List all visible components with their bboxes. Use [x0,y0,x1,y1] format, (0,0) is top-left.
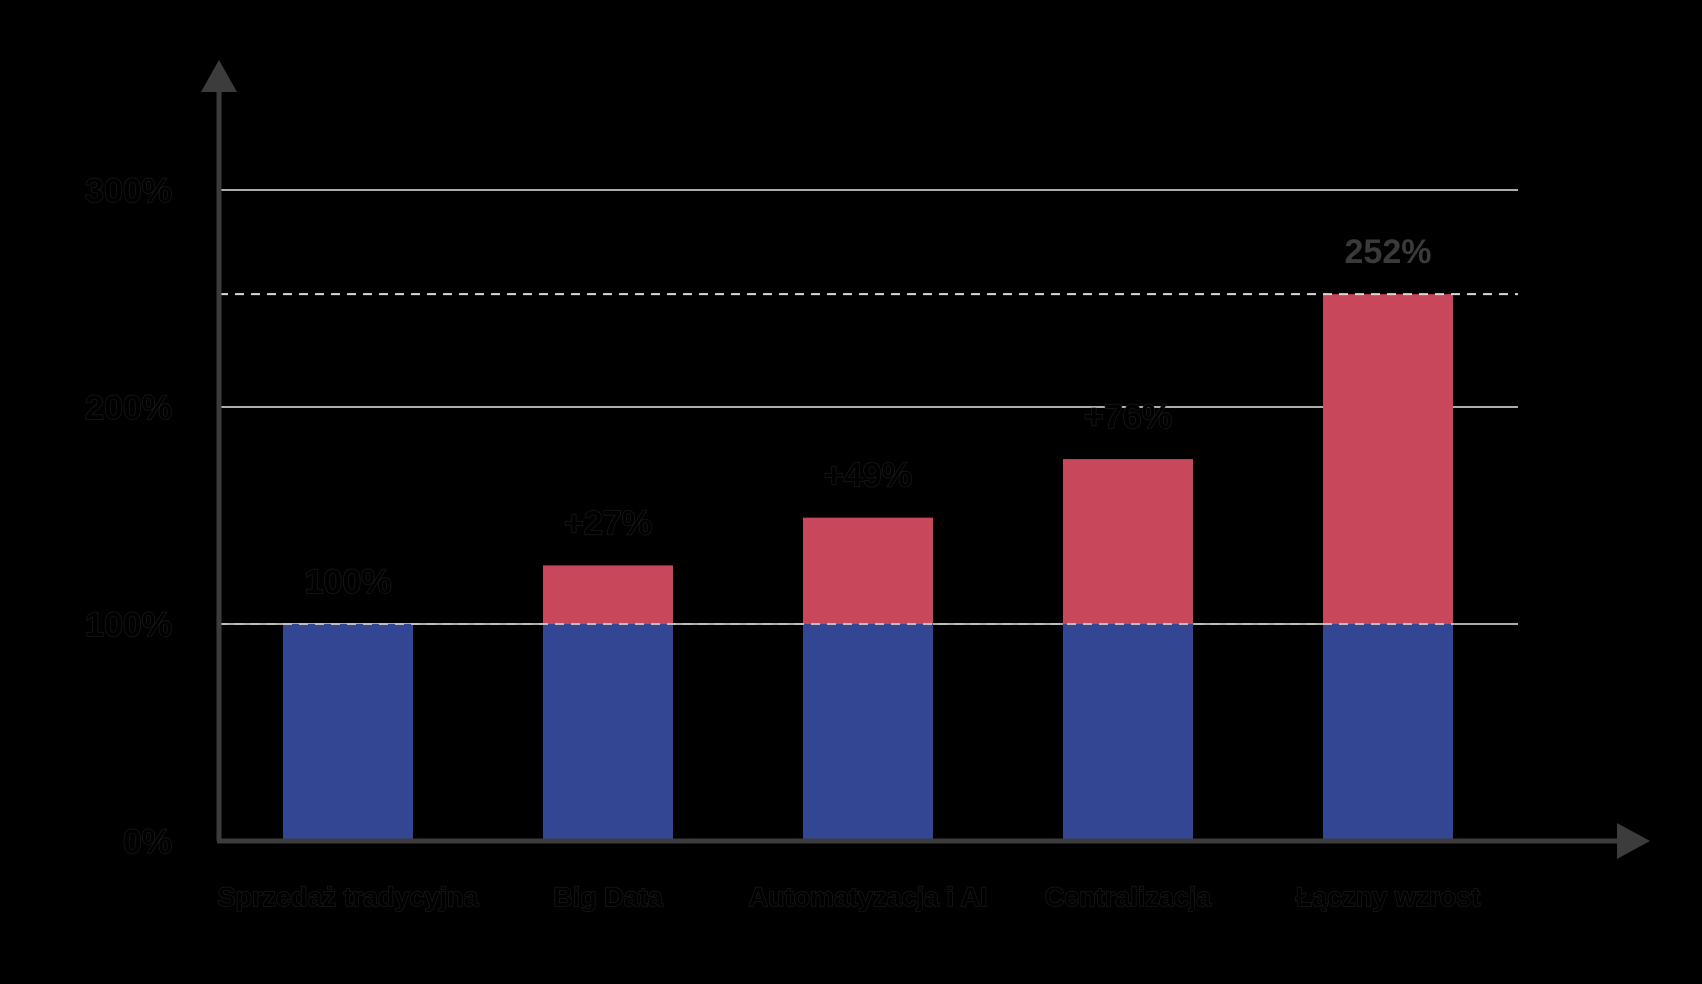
y-axis-arrow [201,60,237,92]
bar-increase [543,565,673,624]
category-label: Łączny wzrost [1296,882,1481,912]
data-label: +49% [824,457,912,495]
y-tick-label: 0% [123,823,172,861]
category-label: Sprzedaż tradycyjna [217,882,479,912]
bar-increase [1323,294,1453,624]
y-tick-label: 200% [85,389,172,427]
bar-base [1323,624,1453,841]
category-label: Automatyzacja i AI [748,882,987,912]
data-label: 252% [1345,233,1432,271]
y-tick-label: 100% [85,606,172,644]
data-label: 100% [305,563,392,601]
bar-increase [1063,459,1193,624]
data-labels: 100% +27% +49% +76% 252% [304,233,1432,601]
bar-base [543,624,673,841]
category-label: Big Data [553,882,664,912]
bar-increase [803,517,933,624]
x-axis-arrow [1617,823,1650,859]
y-tick-labels: 0% 100% 200% 300% [84,171,172,861]
data-label: +27% [564,504,652,542]
y-tick-label: 300% [85,172,172,210]
bar-base [283,624,413,841]
bars [219,293,1518,841]
data-label: +76% [1084,398,1172,436]
category-label: Centralizacja [1045,882,1213,912]
bar-base [1063,624,1193,841]
axes [201,60,1650,859]
category-labels: Sprzedaż tradycyjna Big Data Automatyzacja… [217,881,1481,912]
bar-base [803,624,933,841]
